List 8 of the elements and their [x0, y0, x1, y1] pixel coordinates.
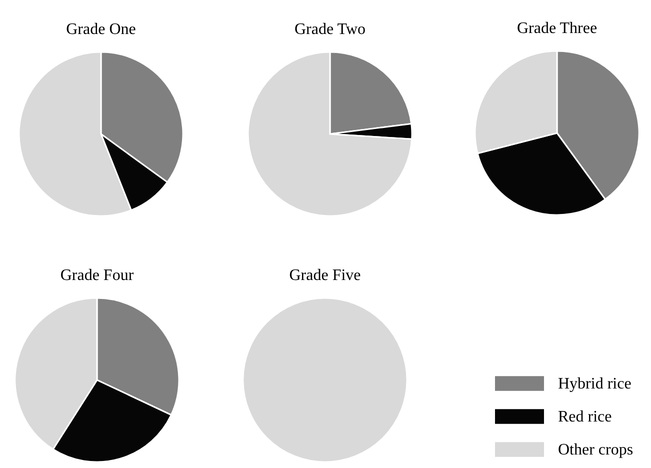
legend-label: Other crops: [558, 442, 634, 458]
chart-title: Grade Three: [516, 20, 598, 37]
chart-title: Grade Five: [289, 267, 361, 284]
legend-label: Red rice: [558, 408, 612, 426]
legend-label: Hybrid rice: [558, 376, 632, 392]
chart-title: Grade One: [66, 21, 136, 38]
chart-title: Grade Four: [60, 267, 134, 284]
chart-title: Grade Two: [294, 21, 366, 38]
